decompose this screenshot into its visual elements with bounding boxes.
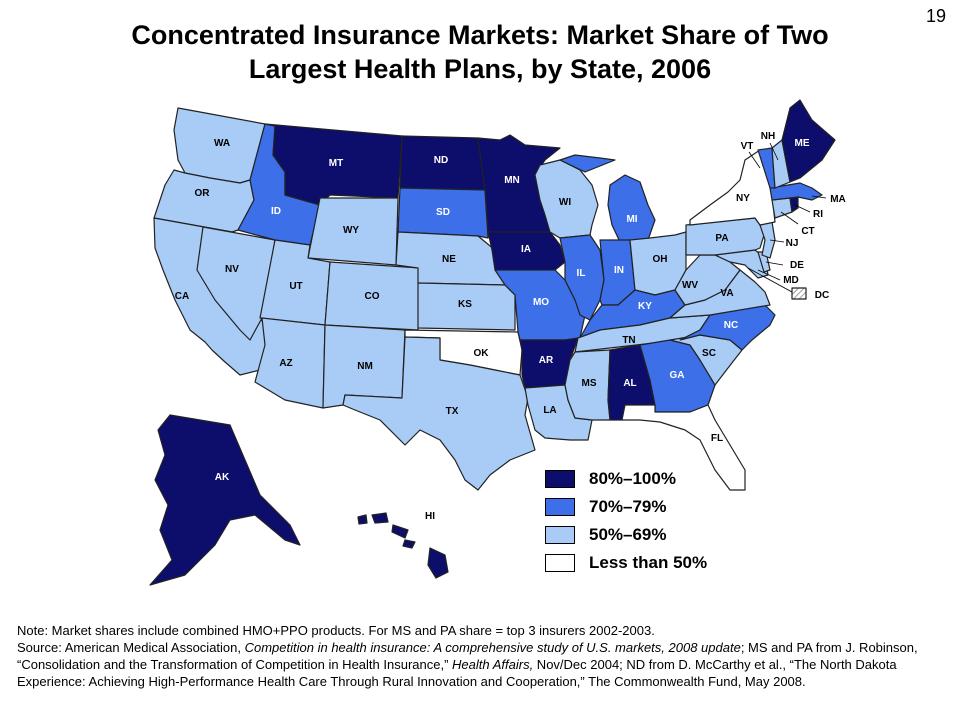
label-ut: UT bbox=[289, 281, 302, 292]
label-nj: NJ bbox=[786, 238, 799, 249]
legend-swatch bbox=[545, 470, 575, 488]
label-ak: AK bbox=[215, 472, 230, 483]
state-mi-up bbox=[559, 154, 616, 173]
label-hi: HI bbox=[425, 511, 435, 522]
state-hi bbox=[357, 512, 449, 579]
label-nd: ND bbox=[434, 155, 448, 166]
label-il: IL bbox=[577, 268, 586, 279]
state-labels: WA OR CA NV ID MT WY UT CO AZ NM ND SD N… bbox=[175, 131, 846, 522]
label-nh: NH bbox=[761, 131, 775, 142]
state-ri bbox=[789, 196, 799, 213]
state-mt bbox=[264, 123, 403, 206]
leader-lines bbox=[747, 142, 827, 293]
legend-label: Less than 50% bbox=[589, 553, 708, 572]
label-mt: MT bbox=[329, 158, 343, 169]
legend-label: 50%–69% bbox=[589, 525, 667, 544]
label-mo: MO bbox=[533, 297, 549, 308]
label-tx: TX bbox=[446, 406, 459, 417]
legend-swatch bbox=[545, 526, 575, 544]
page-title: Concentrated Insurance Markets: Market S… bbox=[0, 18, 960, 86]
source-text: Source: American Medical Association, Co… bbox=[17, 640, 918, 689]
legend-item: 50%–69% bbox=[545, 522, 707, 548]
label-or: OR bbox=[195, 188, 211, 199]
label-md: MD bbox=[783, 275, 799, 286]
state-tx bbox=[342, 336, 536, 491]
note-line: Note: Market shares include combined HMO… bbox=[17, 623, 655, 638]
label-ma: MA bbox=[830, 194, 846, 205]
label-va: VA bbox=[720, 288, 733, 299]
state-ak bbox=[149, 414, 301, 586]
label-ok: OK bbox=[474, 348, 490, 359]
state-ma bbox=[769, 182, 823, 201]
label-ar: AR bbox=[539, 355, 554, 366]
label-al: AL bbox=[623, 378, 636, 389]
label-nv: NV bbox=[225, 264, 239, 275]
state-dc bbox=[791, 287, 807, 300]
label-in: IN bbox=[614, 265, 624, 276]
label-ks: KS bbox=[458, 299, 472, 310]
label-ky: KY bbox=[638, 301, 652, 312]
label-ia: IA bbox=[521, 244, 531, 255]
label-wa: WA bbox=[214, 138, 230, 149]
label-oh: OH bbox=[653, 254, 668, 265]
state-fl bbox=[621, 404, 746, 491]
label-tn: TN bbox=[622, 335, 635, 346]
label-mi: MI bbox=[626, 214, 637, 225]
label-id: ID bbox=[271, 206, 281, 217]
state-ks bbox=[417, 282, 516, 331]
label-ga: GA bbox=[670, 370, 685, 381]
title-line-2: Largest Health Plans, by State, 2006 bbox=[248, 54, 712, 84]
label-az: AZ bbox=[279, 358, 292, 369]
legend-item: 80%–100% bbox=[545, 466, 707, 492]
label-ne: NE bbox=[442, 254, 456, 265]
state-me bbox=[781, 99, 836, 183]
state-ct bbox=[771, 197, 793, 219]
label-wi: WI bbox=[559, 197, 571, 208]
us-map: WA OR CA NV ID MT WY UT CO AZ NM ND SD N… bbox=[149, 99, 846, 586]
label-wv: WV bbox=[682, 280, 698, 291]
label-wy: WY bbox=[343, 225, 359, 236]
state-sd bbox=[397, 187, 489, 239]
legend-label: 70%–79% bbox=[589, 497, 667, 516]
label-ny: NY bbox=[736, 193, 750, 204]
label-fl: FL bbox=[711, 433, 723, 444]
label-nm: NM bbox=[357, 361, 373, 372]
legend-label: 80%–100% bbox=[589, 469, 676, 488]
state-mi bbox=[607, 174, 656, 243]
label-la: LA bbox=[543, 405, 556, 416]
legend: 80%–100% 70%–79% 50%–69% Less than 50% bbox=[545, 466, 707, 578]
label-ca: CA bbox=[175, 291, 189, 302]
label-mn: MN bbox=[504, 175, 520, 186]
footnote: Note: Market shares include combined HMO… bbox=[17, 622, 952, 690]
label-sd: SD bbox=[436, 207, 450, 218]
label-dc: DC bbox=[815, 290, 829, 301]
legend-item: 70%–79% bbox=[545, 494, 707, 520]
label-ms: MS bbox=[582, 378, 597, 389]
state-nc bbox=[679, 304, 776, 351]
label-ri: RI bbox=[813, 209, 823, 220]
legend-swatch bbox=[545, 554, 575, 572]
title-line-1: Concentrated Insurance Markets: Market S… bbox=[131, 20, 829, 50]
label-vt: VT bbox=[741, 141, 754, 152]
legend-swatch bbox=[545, 498, 575, 516]
label-nc: NC bbox=[724, 320, 738, 331]
label-me: ME bbox=[795, 138, 810, 149]
label-sc: SC bbox=[702, 348, 716, 359]
label-ct: CT bbox=[801, 226, 814, 237]
label-co: CO bbox=[365, 291, 380, 302]
label-de: DE bbox=[790, 260, 804, 271]
slide-number: 19 bbox=[925, 6, 946, 26]
state-ia bbox=[487, 231, 566, 271]
legend-item: Less than 50% bbox=[545, 550, 707, 576]
label-pa: PA bbox=[715, 233, 728, 244]
